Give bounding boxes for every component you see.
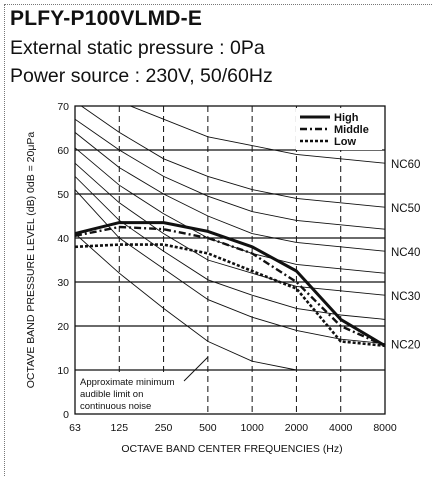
- threshold-label-box: [78, 374, 186, 412]
- nc-label: NC40: [391, 247, 420, 259]
- nc-curve-intermediate: [75, 147, 385, 274]
- threshold-label-3: continuous noise: [80, 401, 151, 412]
- y-tick-label: 0: [63, 409, 69, 421]
- x-tick-label: 4000: [329, 422, 353, 434]
- nc-label: NC60: [391, 159, 420, 171]
- y-tick-label: 40: [57, 233, 69, 245]
- x-tick-label: 1000: [240, 422, 264, 434]
- series-line-high: [74, 221, 386, 348]
- y-tick-labels: 0 10 20 30 40 50 60 70: [57, 101, 69, 421]
- nc-curve-intermediate: [75, 118, 385, 230]
- y-tick-label: 50: [57, 189, 69, 201]
- legend: High Middle Low: [296, 108, 382, 150]
- x-tick-label: 250: [155, 422, 173, 434]
- nc-curve-nc30: [75, 162, 385, 296]
- y-tick-label: 30: [57, 277, 69, 289]
- plot-area: [74, 105, 386, 415]
- x-tick-label: 500: [199, 422, 217, 434]
- power-source-line: Power source : 230V, 50/60Hz: [10, 65, 273, 87]
- model-title: PLFY-P100VLMD-E: [10, 7, 203, 30]
- x-tick-label: 2000: [285, 422, 309, 434]
- x-tick-label: 63: [69, 422, 81, 434]
- nc-label: NC50: [391, 203, 420, 215]
- legend-label-high: High: [334, 112, 359, 124]
- nc-label: NC20: [391, 340, 420, 352]
- series-line-middle: [74, 225, 386, 347]
- nc-labels: NC60 NC50 NC40 NC30 NC20: [391, 159, 420, 351]
- nc-curve-nc20: [75, 189, 385, 345]
- static-pressure-line: External static pressure : 0Pa: [10, 37, 265, 59]
- nc-curve-nc60: [129, 106, 385, 164]
- series-lines: [74, 221, 386, 348]
- y-tick-label: 70: [57, 101, 69, 113]
- x-axis-title: OCTAVE BAND CENTER FREQUENCIES (Hz): [121, 443, 342, 455]
- x-tick-labels: 63 125 250 500 1000 2000 4000 8000: [69, 422, 397, 434]
- series-line-low: [74, 243, 386, 348]
- legend-label-middle: Middle: [334, 124, 369, 136]
- threshold-arrow: [183, 356, 209, 382]
- x-tick-label: 8000: [373, 422, 397, 434]
- nc-label: NC30: [391, 291, 420, 303]
- threshold-label-1: Approximate minimum: [80, 377, 175, 388]
- nc-curve-intermediate: [75, 176, 385, 320]
- threshold-line: [75, 233, 385, 371]
- y-tick-label: 20: [57, 321, 69, 333]
- threshold-curve: [75, 233, 385, 371]
- legend-label-low: Low: [334, 136, 356, 148]
- nc-curve-nc50: [80, 106, 385, 208]
- page-frame: [4, 4, 432, 476]
- x-tick-label: 125: [111, 422, 129, 434]
- y-tick-label: 60: [57, 145, 69, 157]
- threshold-label-2: audible limit on: [80, 389, 143, 400]
- nc-curve-nc40: [75, 132, 385, 252]
- threshold-annotation: Approximate minimum audible limit on con…: [78, 356, 209, 412]
- y-tick-label: 10: [57, 365, 69, 377]
- nc-curves: [75, 106, 385, 345]
- y-axis-title: OCTAVE BAND PRESSURE LEVEL (dB) 0dB = 20…: [25, 132, 37, 389]
